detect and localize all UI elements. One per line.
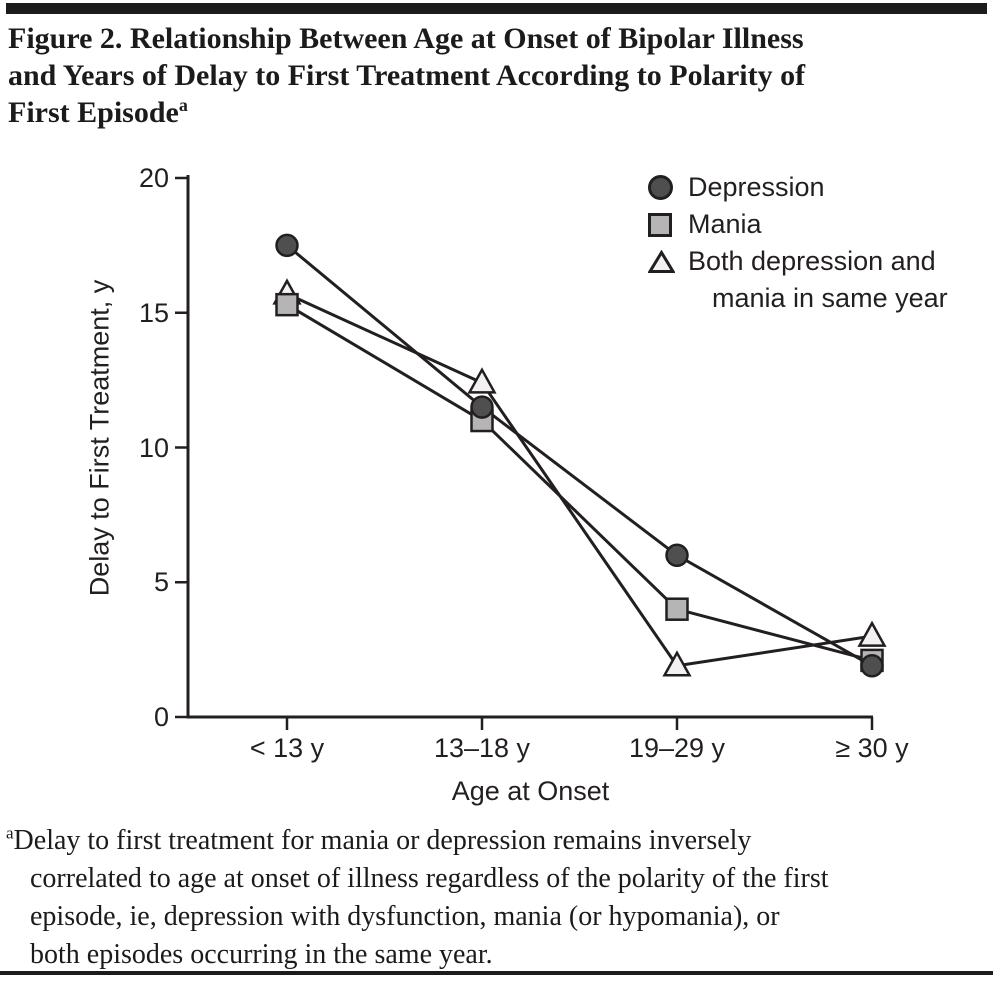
footnote-line-2: correlated to age at onset of illness re…: [30, 863, 829, 894]
marker-mania-0: [275, 292, 299, 317]
marker-mania-2: [665, 597, 689, 621]
x-tick-label-1: 13–18 y: [433, 733, 531, 763]
legend-label: Depression: [688, 172, 825, 202]
x-axis-label: Age at Onset: [451, 776, 610, 806]
y-tick-label-20: 20: [138, 163, 169, 193]
y-tick-label-10: 10: [138, 432, 169, 463]
marker-both-depression-and-mania-in-same-year-2: [662, 650, 692, 677]
mania-square-icon: [648, 212, 672, 237]
legend-item-both-line2: mania in same year: [648, 283, 948, 314]
footnote-line-1: aDelay to first treatment for mania or d…: [6, 823, 752, 856]
legend-label: Mania: [688, 209, 762, 239]
marker-both-depression-and-mania-in-same-year-3: [857, 620, 887, 647]
depression-circle-icon: [648, 175, 673, 200]
y-tick-label-15: 15: [138, 297, 169, 328]
top-rule: [6, 3, 987, 14]
y-tick-label-0: 0: [153, 702, 169, 732]
marker-depression-3: [860, 654, 884, 678]
legend-label: mania in same year: [712, 283, 948, 313]
legend-item-both: Both depression and: [648, 246, 948, 277]
y-axis-label: Delay to First Treatment, y: [84, 279, 115, 597]
series-line-depression: [286, 244, 873, 668]
marker-depression-2: [665, 543, 689, 568]
series-line-mania: [286, 303, 873, 662]
title-line-1: Figure 2. Relationship Between Age at On…: [8, 22, 804, 55]
legend-item-depression: Depression: [648, 172, 948, 203]
title-line-2: and Years of Delay to First Treatment Ac…: [8, 59, 806, 92]
footnote-superscript: a: [6, 823, 14, 843]
x-tick-label-2: 19–29 y: [628, 733, 726, 763]
figure-footnote: aDelay to first treatment for mania or d…: [6, 822, 986, 974]
legend-item-mania: Mania: [648, 209, 948, 240]
footnote-line-3: episode, ie, depression with dysfunction…: [30, 901, 780, 932]
y-tick-label-5: 5: [153, 567, 169, 598]
marker-both-depression-and-mania-in-same-year-1: [467, 367, 497, 394]
title-superscript: a: [178, 95, 188, 115]
series-line-both-depression-and-mania-in-same-year: [286, 292, 873, 668]
marker-depression-0: [275, 233, 299, 258]
figure-title: Figure 2. Relationship Between Age at On…: [8, 20, 986, 131]
title-line-3: First Episodea: [8, 95, 188, 129]
x-tick-label-0: < 13 y: [249, 733, 325, 763]
footnote-line-4: both episodes occurring in the same year…: [30, 939, 493, 970]
both-triangle-icon: [648, 249, 675, 273]
x-tick-label-3: ≥ 30 y: [835, 733, 909, 763]
marker-depression-1: [470, 395, 494, 419]
chart-legend: Depression Mania Both depression and man…: [648, 172, 948, 320]
legend-label: Both depression and: [688, 246, 936, 276]
bottom-rule: [0, 971, 993, 975]
